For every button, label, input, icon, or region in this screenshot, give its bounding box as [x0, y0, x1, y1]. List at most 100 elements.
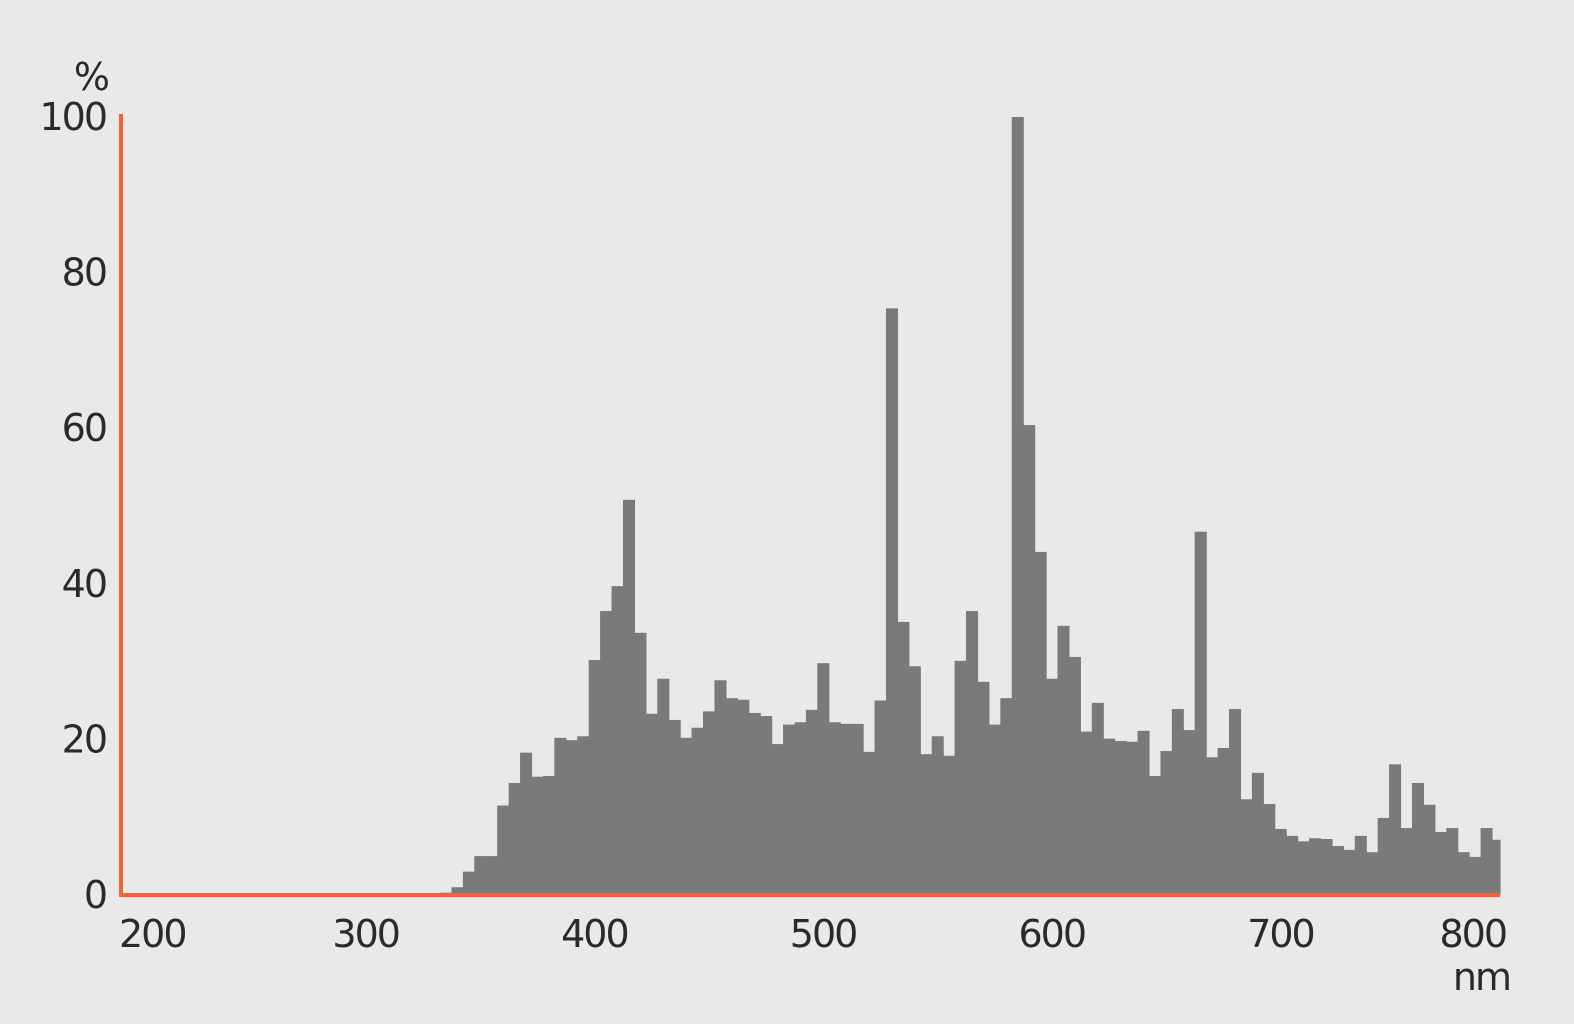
bar-460nm	[725, 698, 738, 895]
bar-555nm	[943, 755, 956, 895]
bar-445nm	[691, 727, 704, 895]
bar-605nm	[1057, 625, 1070, 895]
bar-770nm	[1434, 831, 1447, 895]
bar-625nm	[1103, 738, 1116, 895]
bar-550nm	[931, 736, 944, 895]
bar-500nm	[817, 663, 830, 895]
bar-630nm	[1114, 740, 1127, 895]
y-tick-labels: 0 20 40 60 80 100	[39, 95, 108, 917]
bar-475nm	[760, 716, 773, 895]
bar-535nm	[897, 621, 910, 895]
bar-795nm	[1491, 839, 1501, 895]
bar-390nm	[565, 740, 578, 895]
bar-425nm	[645, 713, 658, 895]
bar-655nm	[1171, 709, 1184, 895]
bar-375nm	[531, 776, 544, 895]
bar-545nm	[920, 754, 933, 895]
bar-380nm	[542, 775, 555, 895]
bar-650nm	[1160, 751, 1173, 895]
bar-725nm	[1331, 845, 1344, 895]
bar-705nm	[1286, 835, 1299, 895]
bar-405nm	[600, 611, 613, 895]
bar-410nm	[611, 586, 624, 895]
bar-785nm	[1469, 856, 1482, 895]
bar-395nm	[577, 736, 590, 895]
bar-540nm	[908, 666, 921, 895]
bar-590nm	[1023, 425, 1036, 895]
bar-495nm	[805, 709, 818, 895]
bar-340nm	[451, 887, 464, 895]
bar-615nm	[1080, 731, 1093, 895]
bar-760nm	[1411, 782, 1424, 895]
x-tick-labels: 200 300 400 500 600 700 800	[119, 912, 1508, 956]
bar-720nm	[1320, 838, 1333, 895]
bar-750nm	[1389, 764, 1402, 895]
bar-740nm	[1366, 852, 1379, 895]
bar-440nm	[680, 737, 693, 895]
bar-690nm	[1251, 772, 1264, 895]
bar-665nm	[1194, 531, 1207, 895]
x-tick-label: 600	[1019, 912, 1086, 956]
bar-485nm	[783, 724, 796, 895]
bar-620nm	[1091, 702, 1104, 895]
y-tick-label: 100	[39, 95, 106, 139]
bar-600nm	[1046, 678, 1059, 895]
bar-350nm	[474, 856, 487, 895]
bar-520nm	[863, 751, 876, 895]
y-tick-label: 40	[62, 562, 106, 606]
x-tick-label: 300	[332, 912, 399, 956]
bar-710nm	[1297, 841, 1310, 895]
x-tick-label: 500	[790, 912, 857, 956]
bar-370nm	[520, 752, 533, 895]
x-tick-label: 200	[119, 912, 186, 956]
bar-580nm	[1000, 698, 1013, 895]
bar-525nm	[874, 700, 887, 895]
bar-385nm	[554, 737, 567, 895]
bar-755nm	[1400, 828, 1413, 895]
bar-635nm	[1126, 741, 1139, 895]
bar-450nm	[703, 711, 716, 895]
bar-355nm	[485, 856, 498, 895]
x-tick-label: 700	[1247, 912, 1314, 956]
bar-765nm	[1423, 804, 1436, 895]
bar-745nm	[1377, 817, 1390, 895]
bar-430nm	[657, 678, 670, 895]
bar-685nm	[1240, 799, 1253, 895]
bar-565nm	[966, 611, 979, 895]
x-tick-label: 800	[1439, 912, 1506, 956]
bar-675nm	[1217, 747, 1230, 895]
bar-400nm	[588, 660, 601, 895]
bar-730nm	[1343, 849, 1356, 895]
bar-530nm	[885, 308, 899, 895]
bar-505nm	[828, 722, 841, 895]
bar-345nm	[462, 871, 475, 895]
y-tick-label: 60	[62, 406, 106, 450]
bar-715nm	[1309, 838, 1322, 895]
bar-455nm	[714, 680, 727, 895]
bar-780nm	[1457, 852, 1470, 895]
bar-645nm	[1148, 775, 1161, 895]
bar-510nm	[840, 723, 853, 895]
y-axis-label: %	[74, 55, 109, 99]
bar-660nm	[1183, 730, 1196, 895]
y-tick-label: 20	[62, 717, 106, 761]
bar-790nm	[1480, 828, 1493, 895]
bar-585nm	[1011, 117, 1024, 895]
bar-515nm	[851, 723, 864, 895]
bar-480nm	[771, 744, 784, 895]
bars-group	[440, 117, 1501, 895]
bar-700nm	[1274, 828, 1287, 895]
bar-610nm	[1068, 656, 1081, 895]
bar-695nm	[1263, 803, 1276, 895]
bar-470nm	[748, 712, 761, 895]
y-tick-label: 0	[84, 873, 106, 917]
bar-670nm	[1206, 757, 1219, 895]
bar-560nm	[954, 660, 967, 895]
bar-735nm	[1354, 835, 1367, 895]
bar-575nm	[988, 724, 1001, 895]
bar-570nm	[977, 681, 990, 895]
bar-640nm	[1137, 730, 1150, 895]
bar-415nm	[622, 499, 636, 895]
y-tick-label: 80	[62, 251, 106, 295]
bar-420nm	[634, 632, 647, 895]
